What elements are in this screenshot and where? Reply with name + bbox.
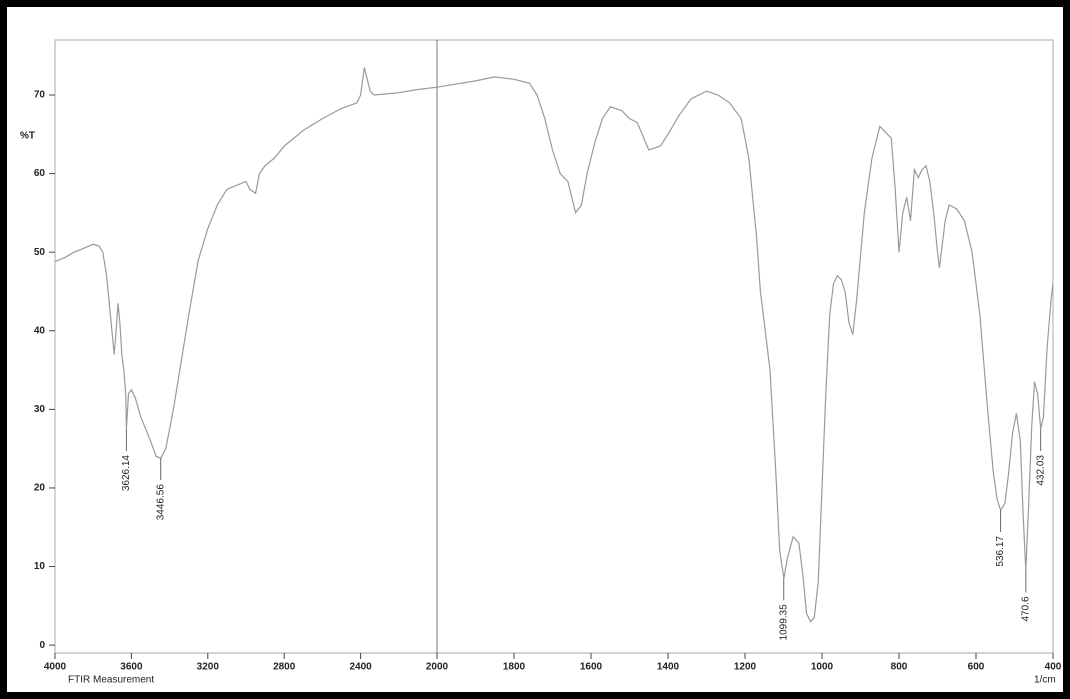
y-tick-label: 0 xyxy=(39,640,45,651)
x-tick-label: 3200 xyxy=(197,662,220,673)
y-tick-label: 20 xyxy=(34,483,46,494)
x-tick-label: 400 xyxy=(1045,662,1062,673)
spectrum-line xyxy=(54,67,1054,623)
peak-label: 432.03 xyxy=(1035,455,1046,486)
x-tick-label: 600 xyxy=(968,662,985,673)
x-tick-label: 800 xyxy=(891,662,908,673)
peak-label: 3626.14 xyxy=(121,455,132,492)
x-tick-label: 2800 xyxy=(273,662,296,673)
x-unit-label: 1/cm xyxy=(1034,675,1056,686)
x-tick-label: 2000 xyxy=(426,662,449,673)
x-tick-label: 1600 xyxy=(580,662,603,673)
x-tick-label: 1400 xyxy=(657,662,680,673)
x-tick-label: 1000 xyxy=(811,662,834,673)
y-tick-label: 50 xyxy=(34,247,46,258)
y-tick-label: 70 xyxy=(34,90,46,101)
y-axis-label: %T xyxy=(20,131,35,142)
peak-label: 1099.35 xyxy=(778,604,789,641)
x-tick-label: 3600 xyxy=(120,662,143,673)
peak-label: 470.6 xyxy=(1020,596,1031,621)
x-tick-label: 1200 xyxy=(734,662,757,673)
y-tick-label: 40 xyxy=(34,325,46,336)
y-tick-label: 10 xyxy=(34,561,46,572)
peak-label: 3446.56 xyxy=(155,484,166,521)
peak-label: 536.17 xyxy=(995,536,1006,567)
x-tick-label: 2400 xyxy=(349,662,372,673)
footer: FTIR Measurement xyxy=(68,675,154,686)
y-tick-label: 60 xyxy=(34,168,46,179)
plot-area xyxy=(54,39,1054,654)
y-tick-label: 30 xyxy=(34,404,46,415)
x-tick-label: 1800 xyxy=(503,662,526,673)
x-tick-label: 4000 xyxy=(44,662,67,673)
